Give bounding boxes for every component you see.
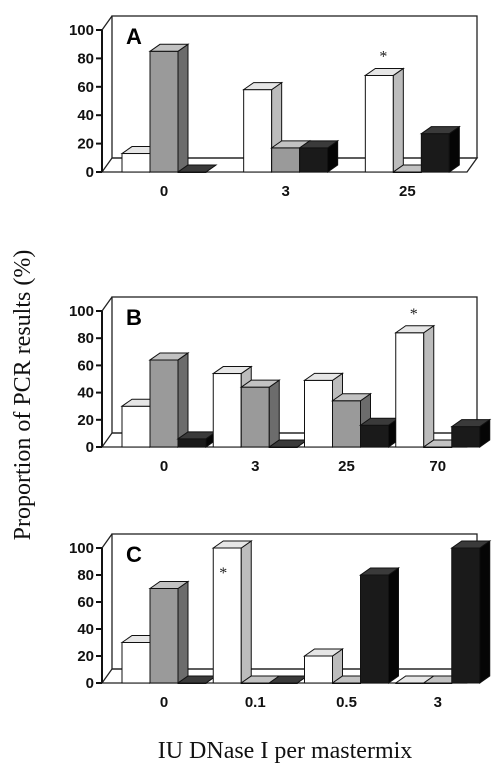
x-tick-label: 0	[160, 458, 168, 475]
bar	[239, 379, 281, 448]
y-tick-label: 0	[86, 439, 94, 456]
x-tick-label: 25	[338, 458, 355, 475]
x-axis-label: IU DNase I per mastermix	[158, 738, 413, 764]
panel-label: C	[126, 542, 142, 567]
y-tick-label: 40	[77, 621, 94, 638]
y-tick-label: 0	[86, 164, 94, 181]
x-tick-label: 0	[160, 694, 168, 711]
panel-b: 0 20 40 60 80 100 B 0 3 25 70 *	[69, 296, 492, 475]
significance-marker: *	[219, 565, 227, 582]
y-tick-label: 0	[86, 675, 94, 692]
y-tick-label: 60	[77, 594, 94, 611]
y-tick-label: 80	[77, 567, 94, 584]
y-tick-label: 20	[77, 648, 94, 665]
bar	[363, 67, 405, 173]
bar	[242, 81, 284, 173]
x-tick-label: 25	[399, 183, 416, 200]
panel-label: B	[126, 305, 142, 330]
x-tick-label: 3	[251, 458, 259, 475]
bar	[394, 324, 436, 448]
significance-marker: *	[379, 48, 387, 65]
bar	[148, 43, 190, 173]
y-tick-label: 40	[77, 107, 94, 124]
significance-marker: *	[410, 306, 418, 323]
y-tick-label: 20	[77, 412, 94, 429]
panels: 0 20 40 60 80 100 A 0 3 25 * 0 20 40 60 80 100 B 0 3 25 70 * 0 2…	[69, 15, 492, 711]
panel-a: 0 20 40 60 80 100 A 0 3 25 *	[69, 15, 479, 200]
bar	[148, 351, 190, 448]
bar	[330, 392, 373, 448]
y-axis-label: Proportion of PCR results (%)	[10, 250, 36, 541]
y-tick-label: 100	[69, 22, 94, 39]
y-tick-label: 80	[77, 50, 94, 67]
floor	[100, 157, 479, 173]
bar	[450, 540, 492, 684]
y-tick-label: 100	[69, 540, 94, 557]
bar	[358, 417, 401, 448]
wall-edge	[101, 15, 113, 31]
x-tick-label: 0	[160, 183, 168, 200]
panel-c: 0 20 40 60 80 100 C 0 0.1 0.5 3 *	[69, 533, 492, 711]
wall-edge	[101, 296, 113, 312]
panel-label: A	[126, 24, 142, 49]
y-tick-label: 100	[69, 303, 94, 320]
bar	[211, 540, 253, 684]
bar	[450, 418, 492, 448]
bar	[176, 164, 218, 173]
x-tick-label: 70	[429, 458, 446, 475]
bar	[419, 125, 461, 173]
bar	[298, 139, 340, 173]
x-tick-label: 0.5	[336, 694, 357, 711]
x-tick-label: 3	[281, 183, 289, 200]
y-tick-label: 80	[77, 330, 94, 347]
y-tick-label: 40	[77, 385, 94, 402]
x-tick-label: 0.1	[245, 694, 266, 711]
y-tick-label: 20	[77, 136, 94, 153]
bar	[358, 567, 401, 684]
wall-edge	[101, 533, 113, 549]
bar	[267, 675, 309, 684]
y-tick-label: 60	[77, 79, 94, 96]
bar	[302, 648, 345, 684]
x-tick-label: 3	[434, 694, 442, 711]
y-tick-label: 60	[77, 357, 94, 374]
bar	[148, 580, 190, 684]
